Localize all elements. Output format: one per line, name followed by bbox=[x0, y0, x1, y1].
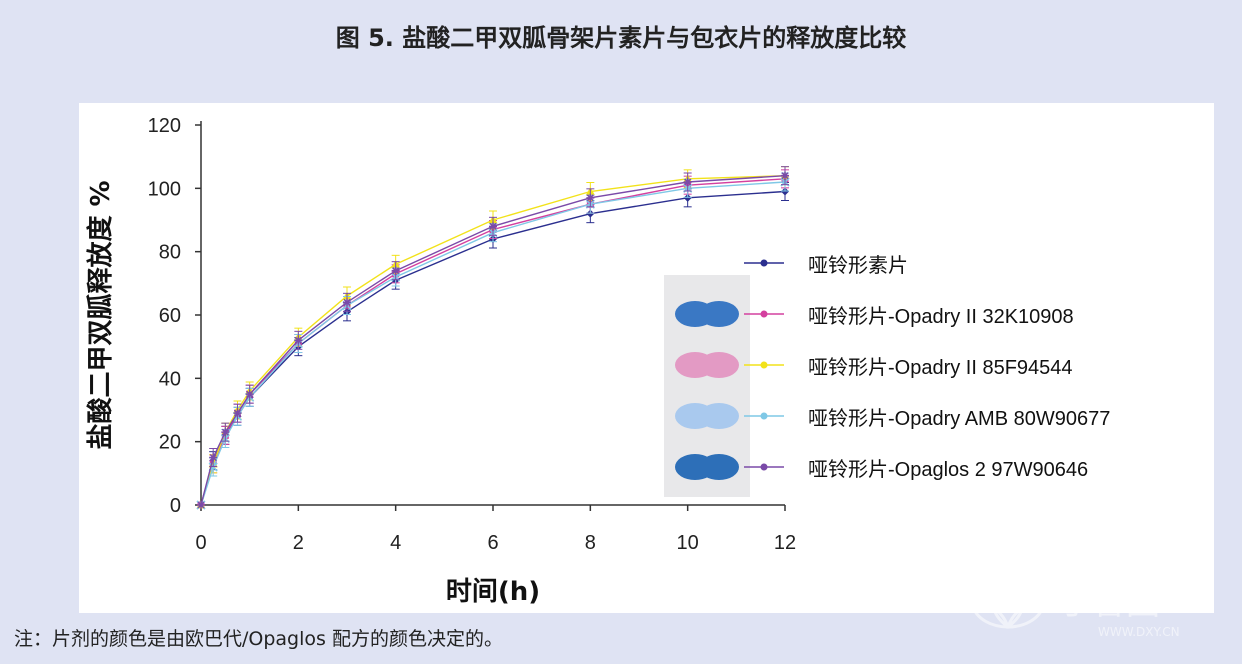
x-tick-label: 2 bbox=[293, 532, 304, 554]
data-point bbox=[245, 390, 254, 399]
tablet-icon bbox=[675, 301, 739, 327]
chart-panel: 0 20 40 60 80 100 120 0 2 4 6 8 10 12 时间(h) 盐酸二甲双胍释放度 %… bbox=[79, 103, 1214, 613]
tablet-icon bbox=[675, 403, 739, 429]
legend-marker bbox=[760, 463, 768, 471]
data-point bbox=[209, 453, 218, 462]
legend-marker bbox=[760, 361, 768, 369]
y-tick-label: 80 bbox=[159, 242, 181, 264]
data-point bbox=[683, 193, 692, 202]
x-tick-label: 4 bbox=[390, 532, 401, 554]
series-line bbox=[200, 175, 786, 506]
tablet-waist bbox=[695, 406, 719, 426]
figure-title: 图 5. 盐酸二甲双胍骨架片素片与包衣片的释放度比较 bbox=[335, 24, 907, 52]
footnote: 注：片剂的颜色是由欧巴代/Opaglos 配方的颜色决定的。 bbox=[14, 628, 503, 650]
y-tick-label: 100 bbox=[148, 178, 181, 200]
data-point bbox=[197, 501, 205, 509]
legend-marker bbox=[760, 310, 768, 318]
x-tick-label: 0 bbox=[195, 532, 206, 554]
data-point bbox=[343, 298, 351, 307]
series-group bbox=[197, 166, 789, 509]
legend-item: 哑铃形素片 bbox=[744, 248, 908, 278]
legend-item: 哑铃形片-Opadry II 85F94544 bbox=[744, 350, 1073, 380]
y-tick-label: 20 bbox=[159, 432, 181, 454]
legend-item: 哑铃形片-Opaglos 2 97W90646 bbox=[744, 452, 1088, 482]
legend-label: 哑铃形片-Opadry AMB 80W90677 bbox=[808, 407, 1111, 430]
legend-item: 哑铃形片-Opadry II 32K10908 bbox=[744, 299, 1074, 329]
watermark-logo: 丁香园 WWW.DXY.CN bbox=[970, 578, 1180, 639]
legend-marker bbox=[760, 259, 768, 267]
data-point bbox=[294, 336, 303, 345]
x-tick-label: 10 bbox=[677, 532, 699, 554]
legend-swatch bbox=[744, 310, 784, 318]
y-axis-label: 盐酸二甲双胍释放度 % bbox=[85, 180, 116, 449]
x-tick-label: 12 bbox=[774, 532, 796, 554]
data-point bbox=[586, 193, 595, 202]
legend-label: 哑铃形素片 bbox=[808, 254, 908, 277]
tablet-waist bbox=[695, 355, 719, 375]
y-tick-label: 0 bbox=[170, 495, 181, 517]
tablet-icon bbox=[675, 454, 739, 480]
legend-swatch bbox=[744, 361, 784, 369]
legend-swatch bbox=[744, 259, 784, 267]
x-tick-label: 6 bbox=[487, 532, 498, 554]
x-axis-label: 时间(h) bbox=[446, 577, 540, 607]
legend-swatch bbox=[744, 412, 784, 420]
tablet-waist bbox=[695, 304, 719, 324]
data-point bbox=[683, 178, 692, 186]
series-line bbox=[200, 181, 786, 506]
watermark-url: WWW.DXY.CN bbox=[1098, 625, 1180, 639]
data-point bbox=[233, 409, 242, 418]
y-tick-label: 40 bbox=[159, 368, 181, 390]
legend-item: 哑铃形片-Opadry AMB 80W90677 bbox=[744, 401, 1110, 431]
release-chart: 0 20 40 60 80 100 120 0 2 4 6 8 10 12 时间(h) 盐酸二甲双胍释放度 % bbox=[85, 115, 796, 607]
legend-label: 哑铃形片-Opaglos 2 97W90646 bbox=[808, 458, 1089, 481]
data-point bbox=[781, 171, 789, 180]
data-point bbox=[221, 428, 230, 437]
y-tick-label: 60 bbox=[159, 305, 181, 327]
legend-marker bbox=[760, 412, 768, 420]
legend-label: 哑铃形片-Opadry II 32K10908 bbox=[808, 305, 1074, 328]
flower-icon bbox=[970, 578, 1046, 629]
y-tick-label: 120 bbox=[148, 115, 181, 137]
legend-swatch bbox=[744, 463, 784, 471]
data-point bbox=[391, 266, 400, 275]
tablet-icon bbox=[675, 352, 739, 378]
tablet-waist bbox=[695, 457, 719, 477]
x-tick-label: 8 bbox=[585, 532, 596, 554]
data-point bbox=[489, 222, 497, 231]
watermark-text: 丁香园 bbox=[1058, 583, 1160, 623]
legend-label: 哑铃形片-Opadry II 85F94544 bbox=[808, 356, 1073, 379]
